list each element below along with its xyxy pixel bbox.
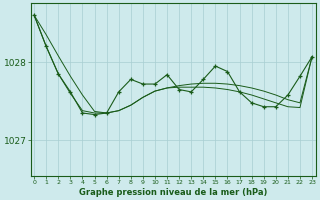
X-axis label: Graphe pression niveau de la mer (hPa): Graphe pression niveau de la mer (hPa) — [79, 188, 267, 197]
